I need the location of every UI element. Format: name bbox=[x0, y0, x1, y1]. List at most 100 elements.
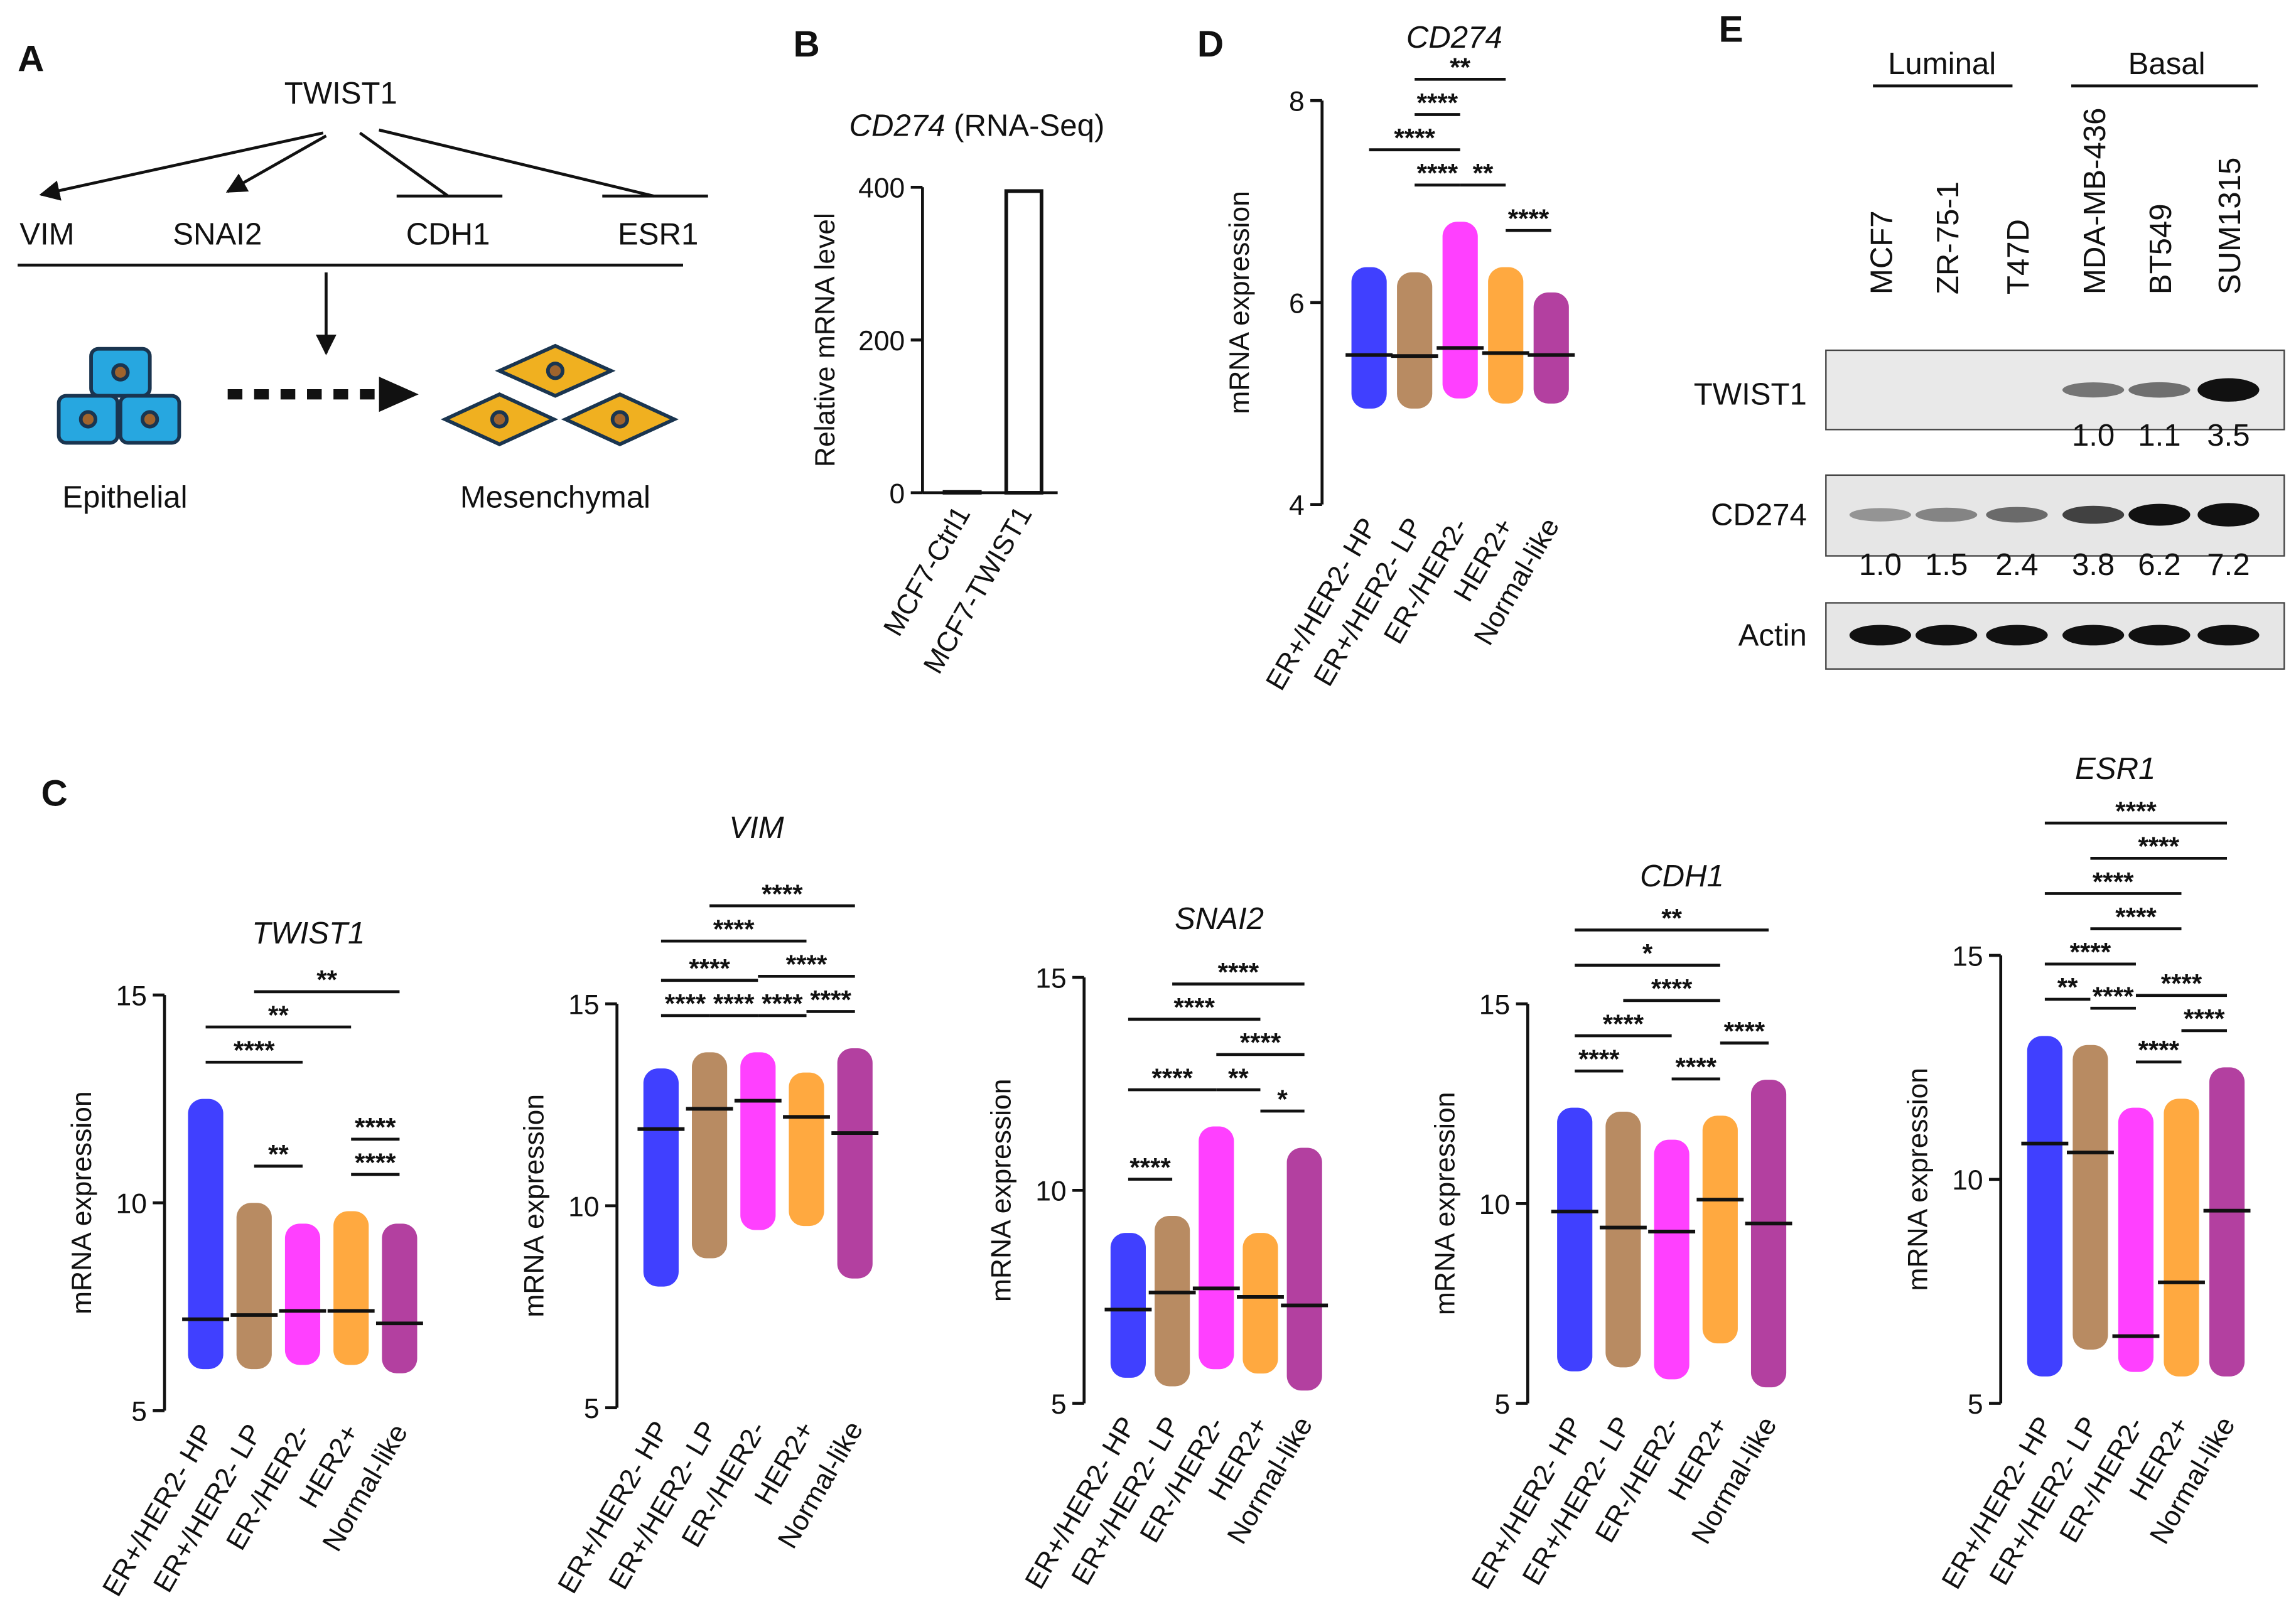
range bbox=[2209, 1067, 2245, 1377]
significance-label: **** bbox=[1603, 1009, 1644, 1038]
range bbox=[1533, 292, 1569, 404]
significance-label: **** bbox=[762, 989, 803, 1018]
actin-band bbox=[2197, 625, 2260, 646]
group-label: Basal bbox=[2128, 47, 2206, 81]
epithelial-cells bbox=[57, 346, 181, 445]
significance-label: **** bbox=[2184, 1004, 2225, 1033]
panel-letter: B bbox=[793, 24, 819, 65]
actin-band bbox=[2062, 625, 2125, 646]
row-label: CD274 bbox=[1711, 498, 1807, 532]
significance-label: **** bbox=[2161, 969, 2202, 998]
node: SNAI2 bbox=[173, 218, 262, 252]
range bbox=[1488, 267, 1524, 404]
significance-label: **** bbox=[1240, 1028, 1281, 1057]
y-tick-label: 5 bbox=[1051, 1389, 1067, 1420]
quantification: 2.4 bbox=[1995, 548, 2038, 582]
cell-line: MCF7 bbox=[1865, 210, 1899, 294]
significance-label: **** bbox=[1724, 1016, 1765, 1046]
significance-label: **** bbox=[1651, 974, 1693, 1003]
range bbox=[1155, 1216, 1190, 1387]
chart-title: SNAI2 bbox=[1175, 902, 1264, 936]
range bbox=[1199, 1126, 1234, 1370]
significance-label: ** bbox=[316, 965, 337, 994]
significance-label: **** bbox=[1417, 88, 1458, 117]
range bbox=[1242, 1233, 1278, 1374]
y-tick-label: 5 bbox=[131, 1397, 147, 1427]
significance-label: **** bbox=[1173, 992, 1215, 1022]
significance-label: **** bbox=[2115, 902, 2157, 932]
y-tick-label: 400 bbox=[858, 173, 905, 204]
subtitle: (RNA-Seq) bbox=[954, 109, 1104, 142]
y-tick-label: 10 bbox=[1952, 1165, 1983, 1196]
y-tick-label: 15 bbox=[568, 990, 599, 1021]
inhibit bbox=[379, 128, 654, 198]
node: VIM bbox=[19, 218, 74, 252]
significance-label: **** bbox=[2093, 982, 2134, 1011]
significance-label: **** bbox=[2070, 937, 2111, 967]
significance-label: **** bbox=[1417, 158, 1458, 188]
significance-label: **** bbox=[1675, 1052, 1717, 1082]
quantification: 6.2 bbox=[2138, 548, 2180, 582]
title: CDH1 bbox=[1640, 859, 1724, 893]
chart-title: VIM bbox=[729, 811, 784, 845]
title: SNAI2 bbox=[1175, 902, 1264, 936]
actin-band bbox=[2128, 625, 2191, 646]
y-tick-label: 15 bbox=[116, 981, 147, 1012]
range bbox=[2118, 1107, 2154, 1372]
y-axis-label: mRNA expression bbox=[1903, 1068, 1934, 1291]
range bbox=[1442, 222, 1478, 399]
panel-letter: E bbox=[1718, 9, 1743, 50]
panel-letter: C bbox=[41, 773, 68, 814]
actin-band bbox=[1986, 625, 2048, 646]
panel-e: Luminal Basal TWIST1 CD274 Actin MCF7 ZR-… bbox=[1694, 47, 2285, 670]
significance-label: * bbox=[1642, 938, 1653, 968]
quantification: 1.0 bbox=[2072, 419, 2115, 453]
range bbox=[692, 1052, 728, 1259]
significance-label: **** bbox=[2093, 867, 2134, 896]
cell-line: T47D bbox=[2002, 219, 2035, 294]
cell-line: SUM1315 bbox=[2213, 158, 2247, 294]
range bbox=[2164, 1099, 2199, 1377]
range bbox=[789, 1072, 824, 1227]
range bbox=[2072, 1045, 2108, 1350]
y-axis-label: mRNA expression bbox=[986, 1079, 1017, 1303]
y-tick-label: 8 bbox=[1289, 87, 1305, 117]
band bbox=[2197, 503, 2260, 527]
significance-label: **** bbox=[1151, 1063, 1193, 1092]
arrowhead bbox=[379, 377, 419, 412]
y-tick-label: 15 bbox=[1479, 990, 1510, 1021]
row-label: Actin bbox=[1738, 618, 1807, 652]
significance-label: **** bbox=[810, 985, 851, 1014]
panel-letter: D bbox=[1197, 24, 1224, 65]
significance-label: **** bbox=[1394, 123, 1435, 153]
y-tick-label: 10 bbox=[1035, 1176, 1066, 1207]
row-label: TWIST1 bbox=[1694, 378, 1807, 412]
chart-title: TWIST1 bbox=[252, 916, 365, 950]
significance-label: **** bbox=[2138, 1035, 2179, 1065]
range bbox=[1351, 267, 1387, 409]
cell-line: MDA-MB-436 bbox=[2078, 108, 2112, 295]
significance-label: **** bbox=[234, 1036, 275, 1065]
y-tick-label: 5 bbox=[1495, 1389, 1511, 1420]
significance-label: ** bbox=[1473, 158, 1494, 188]
chart-title: ESR1 bbox=[2075, 752, 2155, 786]
y-axis-label: Relative mRNA level bbox=[810, 213, 841, 467]
title: ESR1 bbox=[2075, 752, 2155, 786]
state-label: Epithelial bbox=[62, 480, 187, 514]
significance-label: ** bbox=[268, 1000, 289, 1029]
band bbox=[2128, 382, 2191, 398]
chart-title: CD274 (RNA-Seq) bbox=[849, 109, 1105, 142]
y-tick-label: 15 bbox=[1952, 941, 1983, 972]
y-axis-label: mRNA expression bbox=[67, 1091, 97, 1314]
significance-label: **** bbox=[713, 989, 755, 1018]
y-tick-label: 0 bbox=[890, 478, 905, 509]
group-label: Luminal bbox=[1888, 47, 1996, 81]
y-tick-label: 4 bbox=[1289, 490, 1305, 521]
significance-label: **** bbox=[713, 914, 755, 943]
range bbox=[1605, 1112, 1641, 1368]
bar bbox=[942, 490, 982, 495]
node: ESR1 bbox=[618, 218, 698, 252]
range bbox=[1557, 1107, 1593, 1372]
quantification: 7.2 bbox=[2207, 548, 2250, 582]
